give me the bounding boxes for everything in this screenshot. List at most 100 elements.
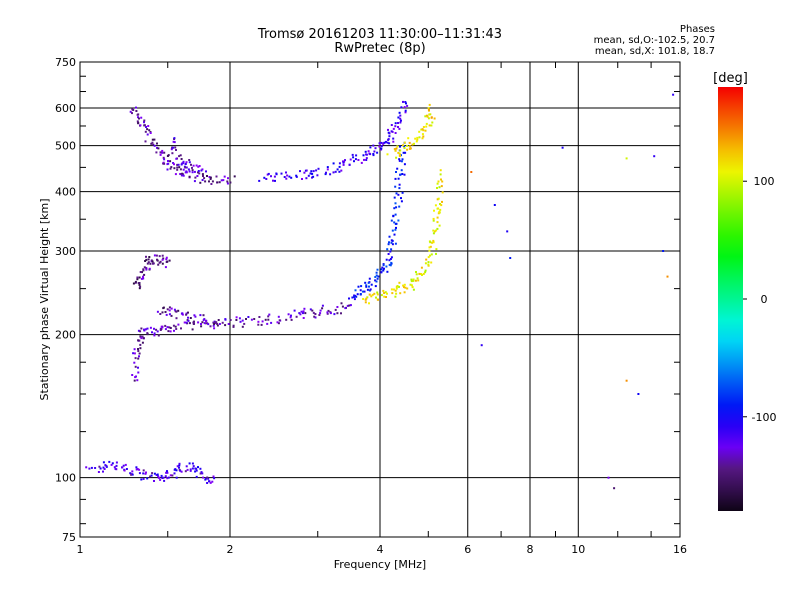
trace-point <box>153 480 155 482</box>
trace-point <box>185 312 188 315</box>
trace-point <box>403 147 406 149</box>
trace-point <box>362 298 365 300</box>
trace-point <box>192 164 195 167</box>
trace-point <box>441 200 443 203</box>
trace-point <box>185 166 188 169</box>
trace-point <box>293 309 296 312</box>
trace-point <box>102 461 105 464</box>
trace-point <box>138 287 141 290</box>
trace-point <box>410 280 413 283</box>
trace-point <box>185 161 188 164</box>
trace-point <box>380 147 383 150</box>
trace-point <box>173 308 176 311</box>
trace-point <box>361 290 364 293</box>
trace-point <box>166 326 169 329</box>
trace-point <box>188 322 191 325</box>
scatter-point <box>625 379 628 382</box>
trace-point <box>400 200 403 203</box>
trace-point <box>360 285 363 288</box>
trace-point <box>311 309 314 312</box>
trace-point <box>393 233 396 236</box>
trace-point <box>424 262 427 265</box>
trace-point <box>363 158 365 161</box>
trace-point <box>365 159 368 161</box>
trace-point <box>239 320 242 323</box>
trace-point <box>201 321 204 324</box>
trace-point <box>144 130 147 133</box>
trace-point <box>140 327 143 330</box>
trace-point <box>179 168 182 171</box>
trace-point <box>285 318 288 321</box>
trace-point <box>391 292 394 295</box>
trace-point <box>150 142 153 145</box>
trace-point <box>174 173 177 176</box>
trace-point <box>226 182 229 185</box>
trace-point <box>359 293 362 295</box>
trace-point <box>158 255 161 258</box>
scatter-point <box>666 275 669 278</box>
trace-point <box>185 321 188 324</box>
trace-point <box>428 246 431 249</box>
trace-point <box>142 275 144 278</box>
x-tick-label: 8 <box>527 543 534 556</box>
trace-point <box>388 241 390 244</box>
trace-point <box>165 313 168 316</box>
trace-point <box>139 343 142 346</box>
trace-point <box>437 197 440 200</box>
trace-point <box>172 140 175 143</box>
trace-point <box>385 296 387 298</box>
trace-point <box>227 323 230 325</box>
scatter-point <box>480 344 483 347</box>
trace-point <box>430 124 433 127</box>
trace-point <box>302 317 305 319</box>
chart-title: Tromsø 20161203 11:30:00–11:31:43 <box>257 27 503 42</box>
trace-point <box>277 315 280 318</box>
trace-point <box>374 279 377 282</box>
colorbar-tick-label: 100 <box>754 175 775 188</box>
trace-point <box>353 296 356 298</box>
trace-point <box>169 327 172 329</box>
trace-point <box>149 475 152 478</box>
trace-point <box>311 172 314 175</box>
trace-point <box>134 376 137 379</box>
trace-point <box>425 122 428 125</box>
trace-point <box>131 473 134 476</box>
trace-point <box>326 168 329 171</box>
trace-point <box>386 248 389 251</box>
trace-point <box>195 475 198 478</box>
trace-point <box>360 161 363 164</box>
trace-point <box>432 232 435 235</box>
axis-labels: 1 2 4 6 8 10 16 75 100 200 300 400 500 600 750 Frequenc… <box>38 56 687 571</box>
trace-point <box>209 325 212 328</box>
trace-point <box>324 173 327 176</box>
trace-point <box>187 316 189 319</box>
trace-point <box>382 289 385 292</box>
trace-point <box>389 264 392 267</box>
trace-point <box>398 111 401 114</box>
trace-point <box>173 468 176 471</box>
trace-point <box>136 379 139 382</box>
trace-point <box>388 263 391 266</box>
trace-point <box>200 325 203 328</box>
trace-point <box>258 316 261 318</box>
trace-point <box>102 466 105 469</box>
trace-point <box>162 257 165 260</box>
trace-point <box>164 475 167 478</box>
trace-point <box>157 263 160 266</box>
trace-point <box>188 175 191 178</box>
trace-point <box>226 180 229 183</box>
trace-point <box>436 187 438 189</box>
trace-point <box>336 306 339 308</box>
trace-point <box>164 324 167 327</box>
trace-point <box>351 296 354 299</box>
trace-point <box>148 256 151 258</box>
trace-point <box>153 327 155 330</box>
trace-point <box>295 174 298 177</box>
trace-point <box>138 472 141 475</box>
trace-point <box>198 172 201 175</box>
trace-point <box>382 264 385 267</box>
x-tick-label: 10 <box>571 543 585 556</box>
trace-point <box>197 170 200 172</box>
trace-point <box>369 146 372 149</box>
trace-point <box>397 219 400 222</box>
